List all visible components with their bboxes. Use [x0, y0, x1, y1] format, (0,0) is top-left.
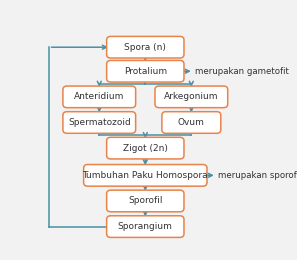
Text: merupakan sporofit: merupakan sporofit	[218, 171, 297, 180]
FancyBboxPatch shape	[107, 36, 184, 58]
Text: Tumbuhan Paku Homospora: Tumbuhan Paku Homospora	[83, 171, 208, 180]
Text: Sporofil: Sporofil	[128, 197, 162, 205]
FancyBboxPatch shape	[107, 216, 184, 237]
Text: merupakan gametofit: merupakan gametofit	[195, 67, 289, 76]
Text: Spora (n): Spora (n)	[124, 43, 166, 52]
Text: Ovum: Ovum	[178, 118, 205, 127]
FancyBboxPatch shape	[63, 112, 136, 133]
FancyBboxPatch shape	[107, 190, 184, 212]
FancyBboxPatch shape	[107, 137, 184, 159]
Text: Spermatozoid: Spermatozoid	[68, 118, 131, 127]
FancyBboxPatch shape	[63, 86, 136, 108]
Text: Anteridium: Anteridium	[74, 92, 124, 101]
Text: Sporangium: Sporangium	[118, 222, 173, 231]
Text: Arkegonium: Arkegonium	[164, 92, 219, 101]
FancyBboxPatch shape	[155, 86, 228, 108]
FancyBboxPatch shape	[162, 112, 221, 133]
FancyBboxPatch shape	[84, 165, 207, 186]
Text: Zigot (2n): Zigot (2n)	[123, 144, 168, 153]
Text: Protalium: Protalium	[124, 67, 167, 76]
FancyBboxPatch shape	[107, 60, 184, 82]
